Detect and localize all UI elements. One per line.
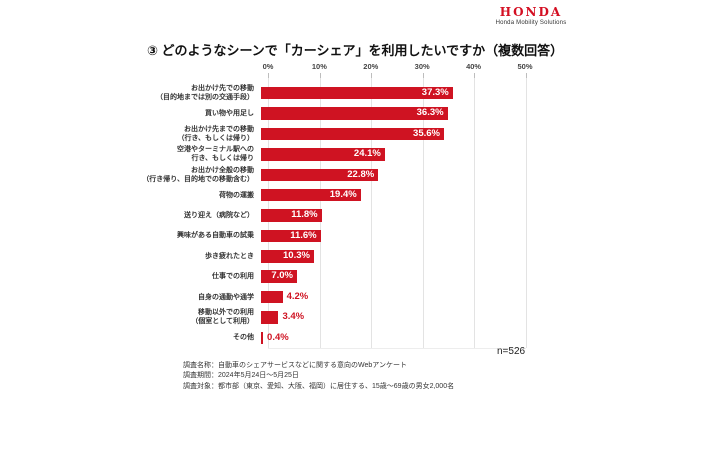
bar-track: 11.6% [261,229,518,243]
chart-row: 送り迎え（病院など） 11.8% [0,205,710,225]
sample-size: n=526 [497,346,526,357]
bar [261,188,361,202]
category-label: 仕事での利用 [212,273,254,281]
gridline [422,76,424,348]
bar [261,270,297,283]
bar [261,311,279,324]
chart-row: 歩き疲れたとき 10.3% [0,246,710,266]
bar [261,127,444,141]
bar-track: 3.4% [261,311,518,324]
bar [261,290,283,304]
chart-row: 興味がある自動車の試乗 11.6% [0,226,710,246]
x-tick-label: 30% [414,62,430,71]
value-label: 3.4% [282,311,305,323]
chart-row: 荷物の運搬 19.4% [0,185,710,205]
gridline [474,76,476,348]
x-tick-label: 0% [262,62,274,71]
chart-row: お出かけ先での移動 （目的地までは別の交通手段） 37.3% [0,83,710,103]
bar [261,168,379,181]
bar-track: 36.3% [261,107,518,120]
bar-track: 24.1% [261,148,518,161]
value-label: 11.8% [291,209,318,221]
survey-note-line: 調査名称：自動車のシェアサービスなどに関する意向のWebアンケート [183,362,407,369]
x-tick-label: 10% [311,62,327,71]
chart-row: 買い物や用足し 36.3% [0,103,710,123]
value-label: 10.3% [283,250,310,262]
x-tick-label: 20% [363,62,379,71]
bar-chart: お出かけ先での移動 （目的地までは別の交通手段） 37.3% 買い物や用足し 36.3%… [0,83,710,348]
value-label: 22.8% [347,168,375,180]
value-label: 35.6% [413,127,440,139]
category-label: 歩き疲れたとき [205,252,254,260]
bar-track: 10.3% [261,250,518,263]
gridline [371,76,373,348]
bar-track: 22.8% [261,168,518,181]
bar-track: 35.6% [261,127,518,141]
category-label: 買い物や用足し [205,110,254,118]
bar [261,86,453,100]
honda-wordmark: HONDA [499,5,563,19]
bar-track: 37.3% [261,86,518,100]
category-label: 移動以外での利用 （個室として利用） [191,309,254,326]
category-label: お出かけ先での移動 （目的地までは別の交通手段） [156,85,254,102]
value-label: 36.3% [416,107,444,119]
value-label: 0.4% [267,331,289,343]
value-label: 24.1% [353,148,381,160]
survey-note-line: 調査対象：都市部（東京、愛知、大阪、福岡）に居住する、15歳～69歳の男女2,0… [183,382,455,390]
chart-row: その他 0.4% [0,328,710,348]
category-label: その他 [233,334,254,342]
survey-note-line: 調査期間：2024年5月24日～5月25日 [183,372,299,380]
axis-tick-mark [319,73,321,78]
chart-title: ③ どのようなシーンで「カーシェア」を利用したいですか（複数回答） [146,43,564,58]
axis-tick-mark [422,73,424,78]
value-label: 19.4% [329,188,357,200]
axis-tick-mark [474,73,476,78]
category-label: 荷物の運搬 [219,191,254,199]
honda-logo-subtitle: Honda Mobility Solutions [495,20,567,26]
survey-notes: 調査名称：自動車のシェアサービスなどに関する意向のWebアンケート 調査期間：20… [183,361,454,392]
axis-tick-mark [526,73,527,78]
x-tick-label: 50% [517,62,533,71]
category-label: 空港やターミナル駅への 行き、もしくは帰り [177,146,254,163]
bar-track: 19.4% [261,188,518,202]
value-label: 37.3% [421,86,449,98]
bar-track: 11.8% [261,209,518,222]
chart-row: お出かけ先までの移動 （行き、もしくは帰り） 35.6% [0,124,710,144]
axis-tick-mark [268,73,269,78]
bar-track: 0.4% [261,331,518,345]
bar [261,250,314,263]
category-label: 興味がある自動車の試乗 [177,232,254,240]
x-axis-ticks: 0% 10% 20% 30% 40% 50% [263,62,533,74]
x-tick-label: 40% [466,62,482,71]
category-label: 送り迎え（病院など） [184,211,254,219]
bar [261,229,321,243]
value-label: 4.2% [286,290,309,302]
category-label: お出かけ全般の移動 （行き帰り、目的地での移動含む） [142,166,254,183]
value-label: 11.6% [290,229,317,241]
chart-row: お出かけ全般の移動 （行き帰り、目的地での移動含む） 22.8% [0,165,710,185]
chart-row: 移動以外での利用 （個室として利用） 3.4% [0,307,710,327]
bar [261,107,448,120]
chart-row: 空港やターミナル駅への 行き、もしくは帰り 24.1% [0,144,710,164]
value-label: 7.0% [271,270,293,282]
bar [261,331,264,345]
honda-logo: HONDA Honda Mobility Solutions [489,6,573,26]
chart-row: 自身の通勤や通学 4.2% [0,287,710,307]
bar-track: 7.0% [261,270,518,283]
bar [261,148,385,161]
category-label: 自身の通勤や通学 [198,293,254,301]
chart-row: 仕事での利用 7.0% [0,267,710,287]
gridline [526,76,527,348]
bar [261,209,322,222]
axis-tick-mark [371,73,373,78]
category-label: お出かけ先までの移動 （行き、もしくは帰り） [177,125,254,142]
bar-track: 4.2% [261,290,518,304]
